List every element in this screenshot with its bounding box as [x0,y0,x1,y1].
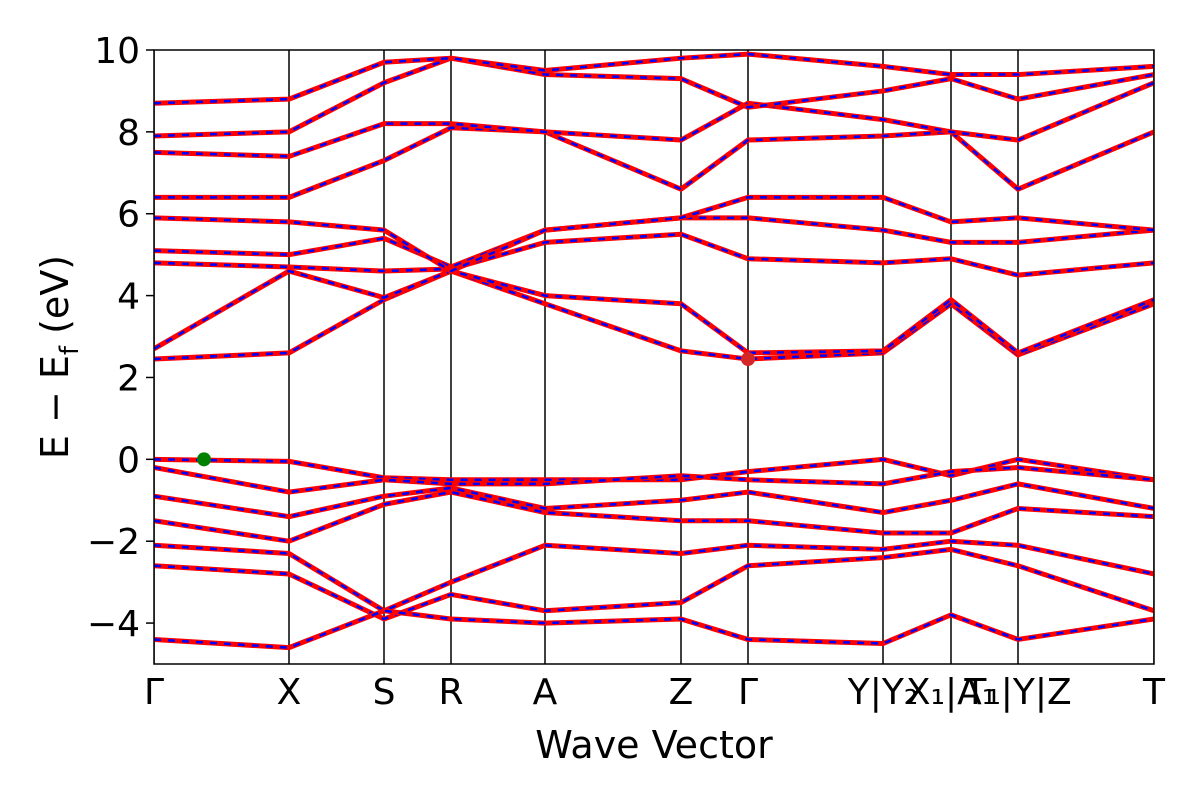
x-tick-label: T [1142,672,1166,713]
y-tick-label: 6 [117,195,140,236]
x-tick-label: S [373,672,396,713]
band-dash [154,126,1154,199]
y-label-unit: (eV) [33,255,77,346]
x-tick-label: Γ [738,672,758,713]
band-dash [154,196,1154,273]
y-tick-label: −4 [87,604,140,645]
band-dash [154,232,1154,277]
y-label-sub: f [55,345,85,355]
x-tick-label: Z [669,672,694,713]
band-dash [154,466,1154,494]
y-tick-label: −2 [87,522,140,563]
band [154,608,1154,651]
x-axis-label: Wave Vector [535,723,773,767]
x-tick-label: Γ [144,672,164,713]
y-tick-label: 2 [117,358,140,399]
band-edge-point [197,452,211,467]
band-dash [154,269,1154,361]
band-dash [154,81,1154,158]
band-dash [154,458,1154,482]
band [154,268,1154,362]
y-tick-label: 8 [117,113,140,154]
band [154,538,1154,614]
band [154,268,1154,356]
y-tick-label: 4 [117,277,140,318]
x-tick-label: X₁|A₁ [906,672,996,713]
band-edge-point [741,352,755,367]
y-axis-label: E − Ef (eV) [33,255,85,459]
x-tick-label: R [438,672,463,713]
band [154,489,1154,544]
band-dash [154,216,1154,269]
band-dash [154,548,1154,621]
x-tick-label: A [533,672,558,713]
band-dash [154,609,1154,649]
axes-frame [153,49,1155,665]
band-dash [154,52,1154,105]
x-tick-label: T₁|Y|Z [963,672,1071,713]
band [154,55,1154,139]
y-label-main: E − E [33,355,77,459]
band-dash [154,56,1154,138]
y-tick-label: 0 [117,440,140,481]
plot-area [154,50,1154,664]
x-tick-label: Y|Y₂ [847,672,919,713]
x-tick-label: X [277,672,302,713]
band-dash [154,482,1154,518]
y-tick-label: 10 [94,31,140,72]
